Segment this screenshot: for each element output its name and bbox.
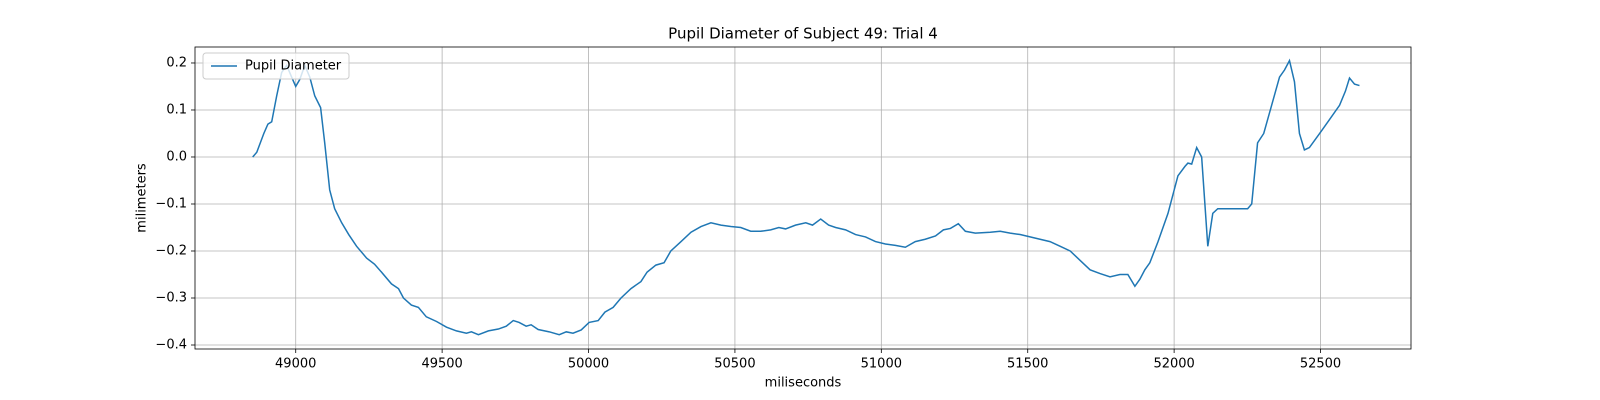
x-tick-label: 50000 (568, 357, 609, 372)
x-tick-label: 50500 (714, 357, 755, 372)
y-tick-label: −0.4 (155, 338, 187, 353)
chart-title: Pupil Diameter of Subject 49: Trial 4 (668, 25, 938, 43)
y-tick-label: −0.1 (155, 196, 187, 211)
y-tick-label: 0.1 (166, 102, 187, 117)
y-tick-label: 0.2 (166, 55, 187, 70)
x-axis-label: miliseconds (765, 376, 842, 391)
y-tick-label: −0.2 (155, 243, 187, 258)
legend-label: Pupil Diameter (245, 59, 342, 74)
x-tick-label: 51500 (1007, 357, 1048, 372)
x-tick-label: 52000 (1153, 357, 1194, 372)
legend-box (202, 52, 350, 80)
x-tick-label: 51000 (861, 357, 902, 372)
plot-frame (194, 46, 1412, 350)
x-tick-label: 49500 (421, 357, 462, 372)
x-tick-label: 49000 (275, 357, 316, 372)
y-tick-label: −0.3 (155, 291, 187, 306)
y-axis-label: milimeters (135, 163, 150, 233)
y-tick-label: 0.0 (166, 149, 187, 164)
data-line (252, 58, 1360, 336)
x-tick-label: 52500 (1300, 357, 1341, 372)
